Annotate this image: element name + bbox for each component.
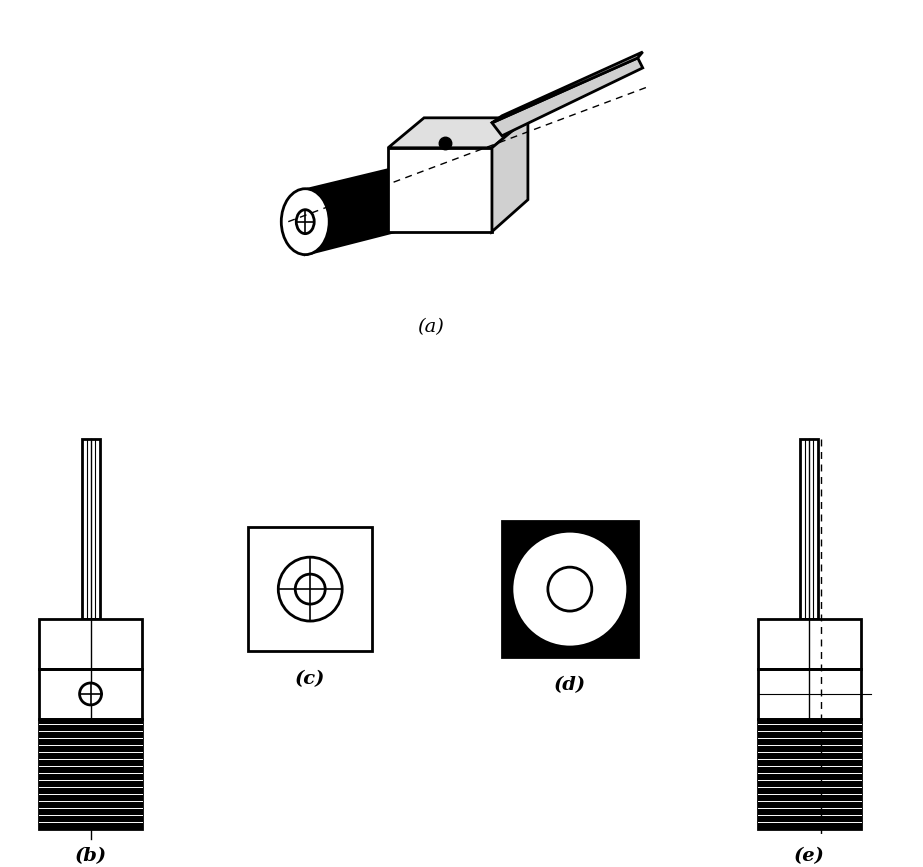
Ellipse shape	[296, 210, 314, 233]
Text: (a): (a)	[416, 318, 443, 336]
Polygon shape	[306, 138, 520, 255]
Polygon shape	[388, 147, 492, 231]
Circle shape	[512, 531, 628, 647]
Bar	[39, 669, 142, 719]
Polygon shape	[388, 118, 528, 147]
Polygon shape	[492, 58, 642, 136]
Polygon shape	[492, 52, 642, 123]
Bar	[502, 521, 638, 657]
Bar	[800, 440, 819, 619]
Bar	[39, 619, 142, 669]
Circle shape	[278, 557, 342, 621]
Text: (d): (d)	[554, 676, 586, 694]
Ellipse shape	[282, 189, 330, 255]
Text: (e): (e)	[794, 847, 825, 864]
Bar	[758, 619, 861, 669]
Circle shape	[79, 683, 102, 705]
Bar	[248, 527, 372, 651]
Text: (c): (c)	[295, 670, 326, 688]
Text: (b): (b)	[75, 847, 107, 864]
Bar	[81, 440, 100, 619]
Bar	[758, 669, 861, 719]
Polygon shape	[492, 118, 528, 231]
Bar	[39, 719, 142, 829]
Circle shape	[295, 574, 325, 604]
Bar	[758, 719, 861, 829]
Circle shape	[548, 567, 592, 611]
